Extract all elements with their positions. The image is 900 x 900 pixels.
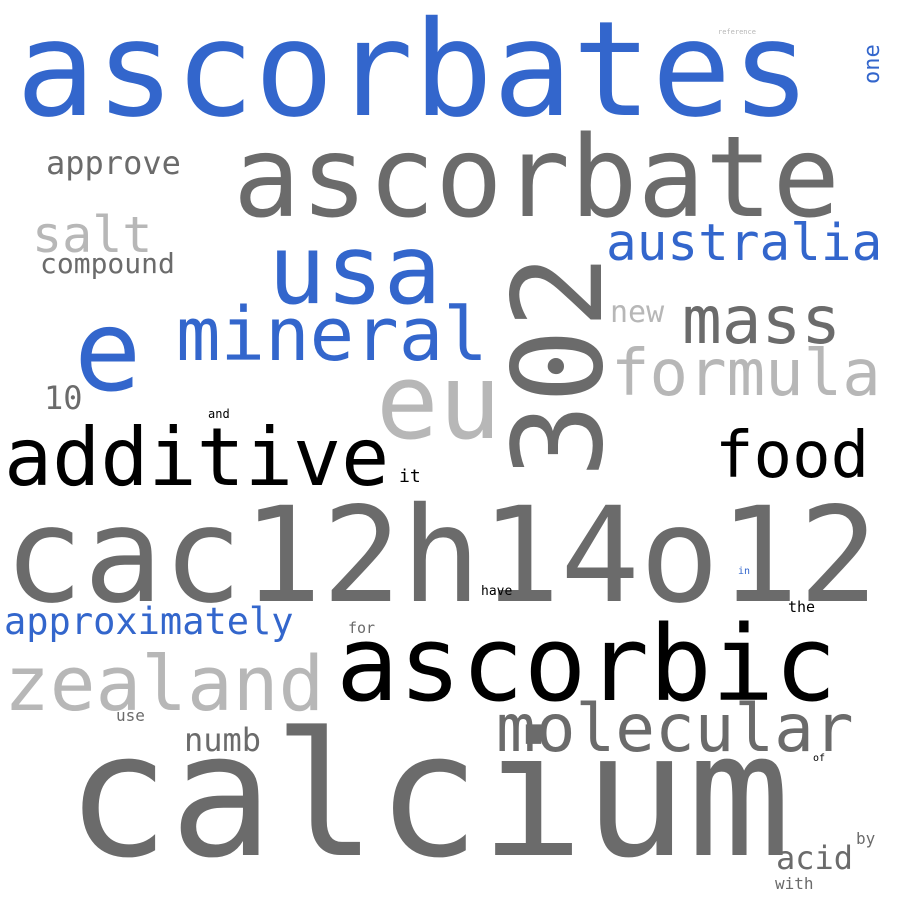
word-one: one xyxy=(860,44,885,84)
word-in: in xyxy=(738,566,751,577)
word-and: and xyxy=(208,407,230,421)
word-ascorbate: ascorbate xyxy=(233,113,840,243)
word-additive: additive xyxy=(4,411,390,504)
word-have: have xyxy=(481,584,513,599)
word-approximately: approximately xyxy=(4,600,294,643)
word-the: the xyxy=(788,598,816,616)
word-reference: reference xyxy=(718,28,756,36)
word-new: new xyxy=(610,295,665,330)
word-10: 10 xyxy=(44,379,83,417)
word-eu: eu xyxy=(376,341,502,463)
word-it: it xyxy=(399,466,421,487)
word-calcium: calcium xyxy=(66,695,791,896)
word-formula: formula xyxy=(611,337,881,411)
word-numb: numb xyxy=(184,721,262,759)
word-use: use xyxy=(116,706,145,725)
word-e: e xyxy=(74,287,142,417)
word-salt: salt xyxy=(32,206,153,264)
word-mineral: mineral xyxy=(176,292,488,378)
word-approve: approve xyxy=(46,144,181,182)
word-with: with xyxy=(775,874,814,893)
word-of: of xyxy=(813,753,826,764)
word-food: food xyxy=(715,419,870,493)
word-acid: acid xyxy=(776,839,854,877)
word-cac12h14o12: cac12h14o12 xyxy=(4,479,879,633)
word-usa: usa xyxy=(268,214,442,326)
word-australia: australia xyxy=(606,214,883,273)
word-by: by xyxy=(856,829,876,848)
word-ascorbates: ascorbates xyxy=(16,0,811,147)
word-mass: mass xyxy=(682,282,841,359)
word-for: for xyxy=(348,619,376,637)
word-302: 302 xyxy=(487,254,631,478)
word-compound: compound xyxy=(40,247,175,280)
word-ascorbic: ascorbic xyxy=(336,603,837,725)
word-molecular: molecular xyxy=(496,690,854,767)
word-zealand: zealand xyxy=(4,639,325,728)
